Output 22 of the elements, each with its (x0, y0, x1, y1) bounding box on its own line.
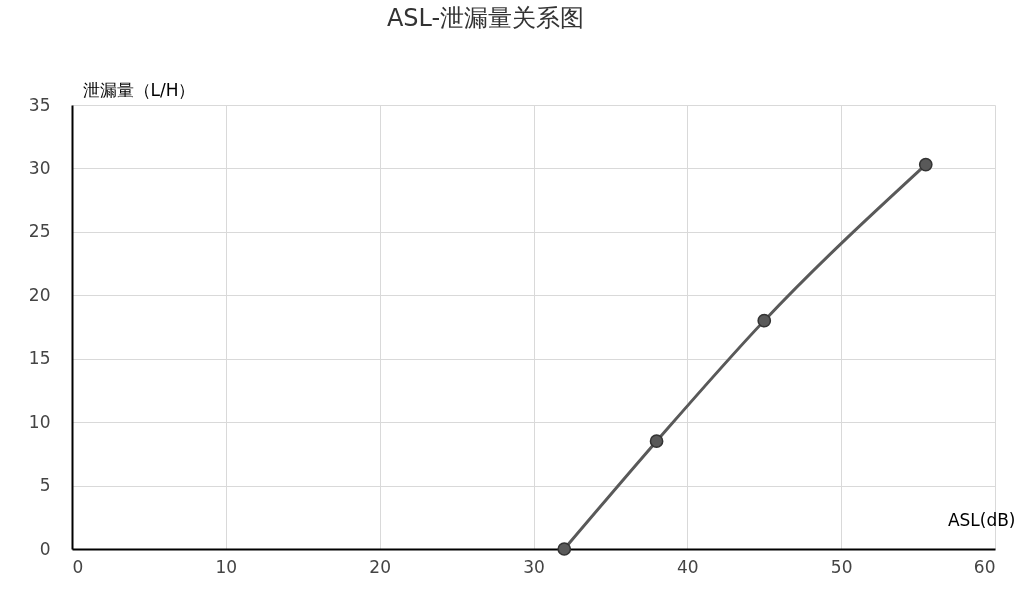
y-tick-label: 30 (28, 157, 51, 178)
y-tick-label: 25 (28, 221, 51, 242)
x-tick-label: 60 (973, 556, 996, 577)
x-tick-label: 50 (830, 556, 853, 577)
point (757, 313, 772, 328)
x-tick-label: 0 (72, 556, 84, 577)
x-tick-label: 10 (215, 556, 238, 577)
x-tick-label: 40 (677, 556, 699, 577)
y-tick-label: 20 (28, 284, 51, 305)
x-tick-label: 20 (369, 556, 391, 577)
point (918, 157, 933, 172)
chart-title: ASL-泄漏量关系图 (386, 4, 585, 32)
y-tick-label: 5 (39, 475, 51, 496)
y-axis-title: 泄漏量（L/H） (82, 79, 196, 100)
y-tick-label: 35 (28, 94, 51, 115)
y-tick-label: 15 (28, 348, 51, 369)
point (557, 542, 572, 556)
y-tick-label: 10 (28, 411, 51, 432)
x-tick-label: 30 (523, 556, 545, 577)
point (649, 434, 664, 449)
y-tick-label: 0 (39, 538, 51, 559)
x-axis-title: ASL(dB) (947, 509, 1016, 530)
